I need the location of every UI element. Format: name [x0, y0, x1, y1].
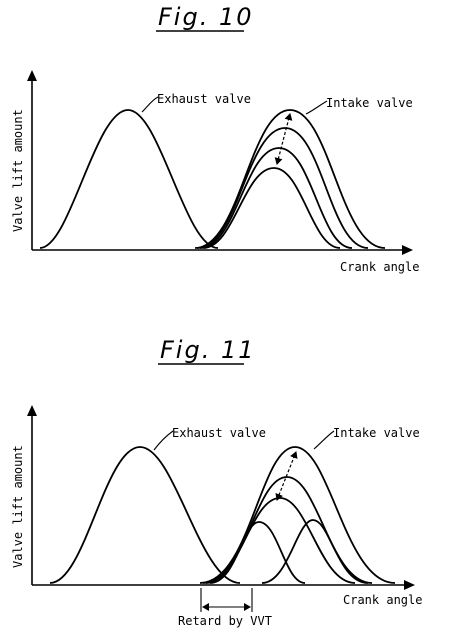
fig11-lift-change-arrow [275, 451, 298, 501]
fig11-x-axis-label: Crank angle [343, 593, 422, 607]
fig10-title: Fig. 10 [158, 3, 254, 31]
fig10-exhaust-curve [39, 109, 219, 249]
fig10-intake-curve-1 [194, 109, 386, 249]
fig11-retard-label: Retard by VVT [178, 614, 272, 628]
fig11-x-arrow [404, 580, 415, 590]
fig11-intake-label: Intake valve [333, 426, 420, 440]
fig11-title: Fig. 11 [160, 336, 256, 364]
fig10-lift-change-arrow [274, 113, 293, 165]
fig10-intake-label: Intake valve [326, 96, 413, 110]
fig11-exhaust-leader [153, 430, 174, 451]
fig10-exhaust-leader [141, 96, 159, 113]
fig10-intake-leader [305, 100, 328, 115]
fig10-x-arrow [402, 245, 413, 255]
fig11-y-axis-label: Valve lift amount [11, 445, 25, 568]
fig11-y-arrow [27, 405, 37, 416]
fig10-exhaust-label: Exhaust valve [157, 92, 251, 106]
fig11-intake-leader [313, 430, 335, 450]
fig10-y-axis-label: Valve lift amount [11, 109, 25, 232]
fig11-intake-curve-4 [209, 521, 306, 584]
fig11-intake-curve-retarded [261, 519, 369, 584]
fig11-exhaust-curve [49, 446, 241, 584]
fig10-y-arrow [27, 70, 37, 81]
fig10-intake-curve-4 [202, 167, 341, 249]
fig11-diagram: Fig. 11 Valve lift amount Crank angle Ex… [11, 336, 422, 628]
fig11-intake-curve-1 [199, 446, 396, 584]
fig10-diagram: Fig. 10 Valve lift amount Crank angle Ex… [11, 3, 419, 274]
fig10-x-axis-label: Crank angle [340, 260, 419, 274]
fig11-exhaust-label: Exhaust valve [172, 426, 266, 440]
fig10-intake-curve-2 [196, 127, 369, 249]
